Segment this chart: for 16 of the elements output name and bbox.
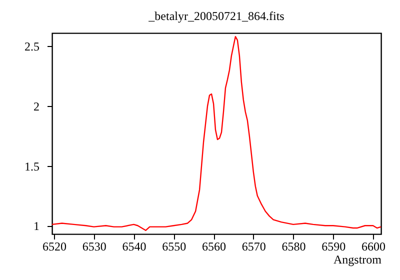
x-axis-title: Angstrom xyxy=(334,252,382,266)
chart-title: _betalyr_20050721_864.fits xyxy=(148,9,285,23)
y-tick-label: 2 xyxy=(34,99,40,114)
y-tick-label: 1.5 xyxy=(24,159,40,174)
x-tick-label: 6530 xyxy=(82,240,106,254)
x-tick-label: 6520 xyxy=(42,240,66,254)
y-tick-label: 1 xyxy=(34,219,40,234)
x-tick-label: 6580 xyxy=(282,240,306,254)
x-tick-label: 6590 xyxy=(322,240,346,254)
x-tick-label: 6550 xyxy=(162,240,186,254)
x-tick-label: 6570 xyxy=(242,240,266,254)
line-series xyxy=(51,36,382,232)
x-tick-label: 6560 xyxy=(202,240,226,254)
x-tick-label: 6600 xyxy=(362,240,386,254)
y-tick-label: 2.5 xyxy=(24,40,40,54)
x-tick-label: 6540 xyxy=(122,240,146,254)
